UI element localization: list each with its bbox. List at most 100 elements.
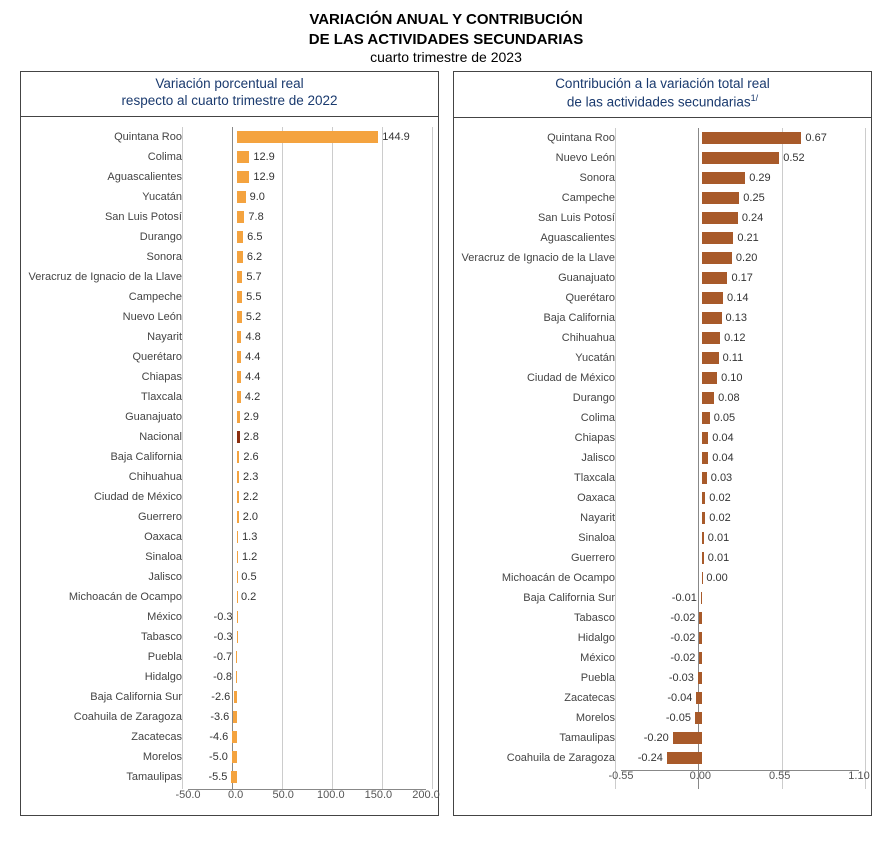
row-label: Puebla: [27, 651, 188, 663]
bar-row: Nuevo León0.52: [460, 148, 865, 168]
row-label: Baja California Sur: [27, 691, 188, 703]
bar: [702, 412, 709, 424]
row-label: Baja California: [27, 451, 188, 463]
bar-row: Baja California Sur-0.01: [460, 588, 865, 608]
row-label: Quintana Roo: [27, 131, 188, 143]
value-label: 0.14: [727, 288, 748, 308]
row-label: Tabasco: [27, 631, 188, 643]
row-plot: 0.17: [621, 268, 865, 288]
row-label: Hidalgo: [27, 671, 188, 683]
row-plot: -4.6: [188, 727, 432, 747]
bar-row: Tlaxcala0.03: [460, 468, 865, 488]
bar-row: Aguascalientes0.21: [460, 228, 865, 248]
value-label: 0.08: [718, 388, 739, 408]
row-plot: 6.5: [188, 227, 432, 247]
value-label: -0.3: [214, 607, 233, 627]
bar-row: Tlaxcala4.2: [27, 387, 432, 407]
left-chart-body: Quintana Roo144.9Colima12.9Aguascaliente…: [21, 117, 438, 815]
row-plot: 12.9: [188, 147, 432, 167]
row-plot: 1.2: [188, 547, 432, 567]
bar-row: Colima0.05: [460, 408, 865, 428]
bar-row: Oaxaca 1.3: [27, 527, 432, 547]
value-label: 5.2: [246, 307, 261, 327]
row-plot: 0.12: [621, 328, 865, 348]
row-label: Veracruz de Ignacio de la Llave: [27, 271, 188, 283]
row-plot: 144.9: [188, 127, 432, 147]
row-plot: 2.8: [188, 427, 432, 447]
row-label: Colima: [460, 412, 621, 424]
row-label: Veracruz de Ignacio de la Llave: [460, 252, 621, 264]
chart-title: VARIACIÓN ANUAL Y CONTRIBUCIÓN DE LAS AC…: [20, 10, 872, 49]
row-label: San Luis Potosí: [460, 212, 621, 224]
row-plot: -0.3: [188, 607, 432, 627]
bar: [237, 291, 242, 303]
value-label: 0.01: [708, 548, 729, 568]
row-plot: 4.8: [188, 327, 432, 347]
bar: [237, 411, 240, 423]
value-label: 4.8: [245, 327, 260, 347]
row-label: Guerrero: [27, 511, 188, 523]
bar: [237, 451, 240, 463]
row-label: Yucatán: [27, 191, 188, 203]
row-plot: -0.02: [621, 608, 865, 628]
bar: [237, 311, 242, 323]
row-label: Tlaxcala: [460, 472, 621, 484]
bar-row: Chiapas0.04: [460, 428, 865, 448]
row-label: Colima: [27, 151, 188, 163]
row-label: Michoacán de Ocampo: [27, 591, 188, 603]
bar: [237, 591, 238, 603]
row-label: Tamaulipas: [27, 771, 188, 783]
bar: [702, 192, 739, 204]
bar: [237, 251, 243, 263]
row-plot: 0.14: [621, 288, 865, 308]
row-plot: 0.67: [621, 128, 865, 148]
bar-row: México-0.02: [460, 648, 865, 668]
row-plot: 4.4: [188, 367, 432, 387]
bar-row: Chihuahua0.12: [460, 328, 865, 348]
row-label: Tlaxcala: [27, 391, 188, 403]
row-plot: 4.2: [188, 387, 432, 407]
row-plot: -0.02: [621, 628, 865, 648]
bar: [702, 292, 723, 304]
x-tick: 150.0: [365, 789, 393, 801]
x-tick: -50.0: [175, 789, 200, 801]
value-label: 0.52: [783, 148, 804, 168]
bar: [667, 752, 702, 764]
value-label: 6.5: [247, 227, 262, 247]
value-label: -0.03: [669, 668, 694, 688]
value-label: 0.12: [724, 328, 745, 348]
bar-row: Durango0.08: [460, 388, 865, 408]
row-plot: 2.2: [188, 487, 432, 507]
row-plot: 0.21: [621, 228, 865, 248]
row-plot: 0.20: [621, 248, 865, 268]
row-plot: -0.7: [188, 647, 432, 667]
value-label: 1.3: [242, 527, 257, 547]
bar: [237, 431, 240, 443]
bar: [702, 532, 703, 544]
row-label: México: [460, 652, 621, 664]
bar: [702, 212, 737, 224]
x-tick: 1.10: [848, 770, 869, 782]
bar-row: Chiapas4.4: [27, 367, 432, 387]
row-plot: 5.7: [188, 267, 432, 287]
bar: [237, 571, 238, 583]
row-label: Oaxaca: [460, 492, 621, 504]
row-plot: 0.13: [621, 308, 865, 328]
row-plot: 5.2: [188, 307, 432, 327]
bar: [234, 691, 237, 703]
value-label: 0.04: [712, 448, 733, 468]
row-plot: 0.52: [621, 148, 865, 168]
value-label: 0.04: [712, 428, 733, 448]
x-tick: 0.00: [690, 770, 711, 782]
right-panel-header: Contribución a la variación total real d…: [454, 72, 871, 118]
row-plot: 0.25: [621, 188, 865, 208]
row-label: Nacional: [27, 431, 188, 443]
row-label: Zacatecas: [27, 731, 188, 743]
bar-row: Tamaulipas-5.5: [27, 767, 432, 787]
row-plot: -2.6: [188, 687, 432, 707]
bar-row: Sonora6.2: [27, 247, 432, 267]
row-label: Oaxaca: [27, 531, 188, 543]
row-plot: -5.5: [188, 767, 432, 787]
value-label: 0.10: [721, 368, 742, 388]
bar: [237, 531, 238, 543]
